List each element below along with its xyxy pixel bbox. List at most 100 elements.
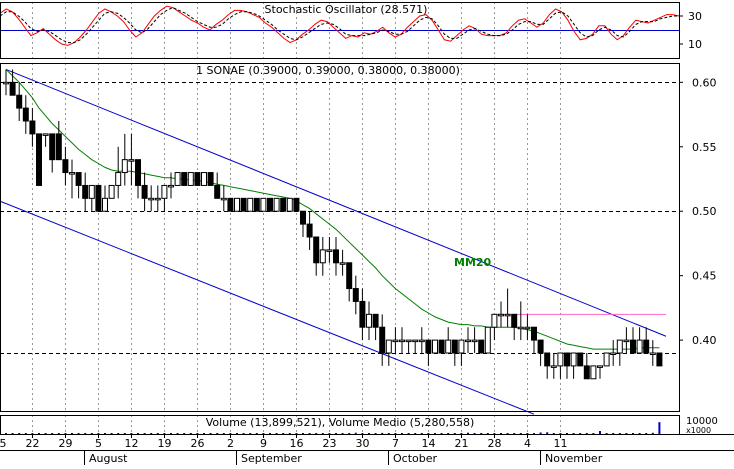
candle-body-down xyxy=(372,313,379,328)
volume-bar xyxy=(57,433,60,434)
candle xyxy=(326,237,333,263)
candle-body-down xyxy=(643,339,650,354)
volume-bar xyxy=(328,433,331,434)
volume-bar xyxy=(262,433,265,434)
volume-bar xyxy=(467,432,469,434)
candle xyxy=(220,185,227,212)
candle-body-up xyxy=(286,197,293,212)
x-tick-label: 23 xyxy=(323,437,337,450)
candle-body-down xyxy=(379,326,386,354)
candle-body-down xyxy=(313,236,320,264)
candle-body-down xyxy=(544,352,551,367)
candle xyxy=(570,352,577,379)
volume-bar xyxy=(321,433,324,434)
candle-body-up xyxy=(550,365,557,368)
volume-bar xyxy=(302,433,304,434)
candle-body-down xyxy=(29,120,36,135)
volume-bar xyxy=(269,433,271,434)
volume-bar xyxy=(236,433,238,434)
candle-body-down xyxy=(577,352,584,367)
volume-bar xyxy=(275,433,278,434)
price-y-tick-label: 0.50 xyxy=(692,205,717,218)
candle-body-up xyxy=(570,352,577,367)
candle xyxy=(135,159,141,199)
volume-bar xyxy=(447,433,450,434)
panel-frame xyxy=(0,63,680,412)
volume-bar xyxy=(539,432,542,434)
price-y-tick-label: 0.55 xyxy=(692,141,717,154)
candle xyxy=(366,301,372,341)
candle xyxy=(425,339,432,366)
candle-body-up xyxy=(471,339,478,343)
candle xyxy=(432,339,438,354)
volume-bar xyxy=(242,433,245,434)
price-y-tick-label: 0.45 xyxy=(692,270,717,283)
volume-bar xyxy=(559,433,562,434)
candle xyxy=(445,327,452,354)
volume-bar xyxy=(90,433,93,434)
volume-bar xyxy=(387,433,390,434)
volume-bar xyxy=(143,433,146,434)
candle xyxy=(3,69,9,96)
volume-bar xyxy=(381,432,384,434)
volume-bar xyxy=(222,433,225,434)
candle-body-down xyxy=(306,223,313,238)
candle xyxy=(524,314,531,341)
volume-bar xyxy=(123,433,126,434)
candle xyxy=(649,340,656,366)
candle xyxy=(610,340,617,366)
candle xyxy=(636,327,643,354)
candle xyxy=(630,327,636,354)
price-title: 1 SONAE (0.39000, 0.39000, 0.38000, 0.38… xyxy=(196,64,460,77)
candle-body-down xyxy=(359,300,366,328)
candle-body-up xyxy=(491,313,498,328)
volume-bar xyxy=(453,433,456,434)
x-tick-label: 15 xyxy=(0,437,7,450)
oscillator-y-tick-label: 10 xyxy=(688,38,702,51)
volume-bar xyxy=(519,433,522,434)
x-tick-label: 2 xyxy=(227,437,234,450)
trend-channel-upper xyxy=(5,68,667,337)
volume-bar xyxy=(473,433,476,434)
candle xyxy=(115,146,122,199)
oscillator-y-tick-label: 30 xyxy=(688,10,702,23)
volume-bar xyxy=(64,433,67,434)
candle xyxy=(346,262,353,302)
candle xyxy=(42,133,49,147)
candle-body-up xyxy=(234,197,240,212)
volume-bar xyxy=(599,431,601,434)
candle xyxy=(544,352,551,379)
volume-bar xyxy=(315,432,318,434)
candle-body-up xyxy=(319,249,326,264)
candle xyxy=(293,197,300,212)
candle xyxy=(511,313,518,341)
volume-bar xyxy=(566,433,568,434)
candle-body-up xyxy=(161,184,168,199)
candle-body-up xyxy=(392,339,399,343)
candle xyxy=(187,172,194,186)
candle-body-down xyxy=(62,159,69,174)
candle xyxy=(234,197,240,212)
volume-bar xyxy=(130,433,133,434)
volume-bar xyxy=(526,433,529,434)
candle-body-down xyxy=(207,172,214,186)
volume-bar xyxy=(401,433,403,434)
volume-bar xyxy=(196,433,199,434)
volume-bar xyxy=(163,433,166,434)
volume-bar xyxy=(440,433,443,434)
volume-bar xyxy=(104,433,106,434)
stochastic-signal-line xyxy=(0,7,679,44)
candle-body-up xyxy=(385,339,392,354)
candle-body-up xyxy=(3,81,9,85)
candle xyxy=(273,197,280,212)
candle xyxy=(300,210,306,237)
candle xyxy=(168,172,174,199)
candle xyxy=(656,352,663,367)
volume-bar xyxy=(71,433,73,434)
candle xyxy=(385,339,392,366)
candle xyxy=(471,327,478,353)
x-tick-label: 4 xyxy=(524,437,531,450)
volume-bar xyxy=(38,433,40,434)
candle-body-down xyxy=(181,172,188,186)
candle xyxy=(55,121,62,161)
